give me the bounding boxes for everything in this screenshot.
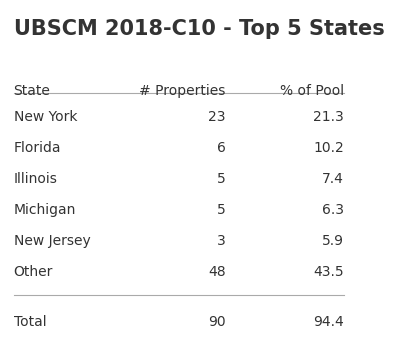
Text: 5.9: 5.9	[322, 234, 344, 248]
Text: 7.4: 7.4	[323, 172, 344, 186]
Text: 6: 6	[217, 141, 226, 155]
Text: Michigan: Michigan	[13, 203, 76, 217]
Text: New Jersey: New Jersey	[13, 234, 90, 248]
Text: 94.4: 94.4	[313, 315, 344, 329]
Text: 5: 5	[217, 172, 226, 186]
Text: 90: 90	[208, 315, 226, 329]
Text: UBSCM 2018-C10 - Top 5 States: UBSCM 2018-C10 - Top 5 States	[13, 19, 384, 39]
Text: 43.5: 43.5	[314, 265, 344, 279]
Text: 21.3: 21.3	[313, 111, 344, 124]
Text: Florida: Florida	[13, 141, 61, 155]
Text: 10.2: 10.2	[313, 141, 344, 155]
Text: New York: New York	[13, 111, 77, 124]
Text: 3: 3	[217, 234, 226, 248]
Text: Illinois: Illinois	[13, 172, 58, 186]
Text: 6.3: 6.3	[322, 203, 344, 217]
Text: Total: Total	[13, 315, 46, 329]
Text: State: State	[13, 84, 50, 98]
Text: # Properties: # Properties	[139, 84, 226, 98]
Text: 48: 48	[208, 265, 226, 279]
Text: 5: 5	[217, 203, 226, 217]
Text: % of Pool: % of Pool	[280, 84, 344, 98]
Text: 23: 23	[208, 111, 226, 124]
Text: Other: Other	[13, 265, 53, 279]
